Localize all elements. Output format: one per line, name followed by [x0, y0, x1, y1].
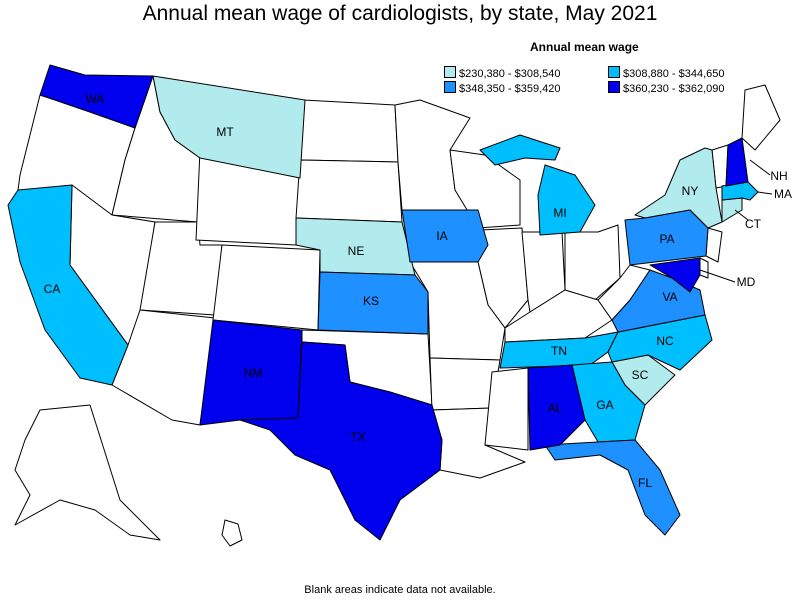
legend-swatch — [608, 81, 620, 93]
label-ma: MA — [774, 187, 792, 201]
legend-item-tier1: $230,380 - $308,540 — [444, 66, 561, 80]
label-nc: NC — [656, 334, 674, 348]
label-ca: CA — [44, 282, 61, 296]
state-ga — [571, 361, 646, 443]
state-mt — [152, 75, 306, 179]
label-md: MD — [737, 275, 756, 289]
legend-item-tier3: $348,350 - $359,420 — [444, 81, 561, 95]
state-hi — [221, 519, 243, 547]
label-ny: NY — [682, 184, 699, 198]
state-wa — [39, 64, 154, 129]
state-sd — [295, 159, 403, 223]
state-de — [699, 257, 709, 279]
state-al — [527, 364, 586, 451]
state-ks — [317, 271, 429, 335]
state-ms — [484, 367, 529, 451]
label-pa: PA — [659, 232, 674, 246]
legend-label: $348,350 - $359,420 — [459, 83, 561, 95]
label-ne: NE — [348, 244, 365, 258]
label-tn: TN — [551, 344, 567, 358]
state-mi — [537, 164, 596, 236]
state-ia — [401, 209, 489, 263]
state-mi-upper — [479, 134, 561, 166]
legend-title: Annual mean wage — [530, 40, 639, 54]
label-fl: FL — [638, 476, 652, 490]
label-nh: NH — [770, 169, 787, 183]
state-tx — [239, 341, 443, 541]
legend-label: $308,880 - $344,650 — [623, 68, 725, 80]
state-ak — [14, 404, 161, 541]
legend-label: $360,230 - $362,090 — [623, 83, 725, 95]
footnote: Blank areas indicate data not available. — [304, 584, 496, 596]
state-ct — [721, 197, 743, 223]
label-sc: SC — [632, 368, 649, 382]
label-ia: IA — [436, 229, 447, 243]
state-co — [212, 244, 321, 331]
legend-label: $230,380 - $308,540 — [459, 68, 561, 80]
label-mi: MI — [553, 206, 566, 220]
legend-swatch — [608, 66, 620, 78]
state-nd — [299, 99, 399, 163]
label-va: VA — [662, 290, 677, 304]
label-ct: CT — [745, 217, 762, 231]
legend-item-tier4: $360,230 - $362,090 — [608, 81, 725, 95]
label-al: AL — [548, 401, 563, 415]
legend-item-tier2: $308,880 - $344,650 — [608, 66, 725, 80]
label-nm: NM — [244, 366, 263, 380]
label-mt: MT — [216, 125, 234, 139]
state-ca — [7, 184, 129, 386]
state-pa — [624, 209, 709, 266]
state-nj — [705, 227, 723, 263]
state-md — [649, 257, 701, 293]
label-wa: WA — [86, 92, 105, 106]
state-me — [741, 84, 781, 151]
label-ks: KS — [363, 294, 379, 308]
state-fl — [544, 439, 681, 536]
label-ga: GA — [596, 398, 613, 412]
legend-swatch — [444, 81, 456, 93]
legend-swatch — [444, 66, 456, 78]
state-nh — [725, 137, 749, 187]
map-title: Annual mean wage of cardiologists, by st… — [142, 2, 658, 25]
label-tx: TX — [350, 430, 365, 444]
